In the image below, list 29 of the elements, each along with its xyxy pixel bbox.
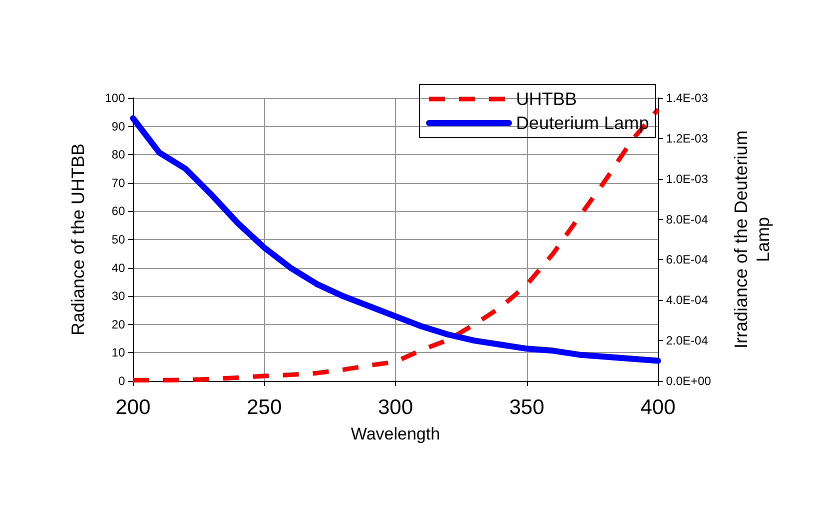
y2-tick-label: 2.0E-04: [666, 334, 708, 348]
y2-tick-label: 8.0E-04: [666, 212, 708, 226]
y-tick-label: 90: [112, 119, 126, 134]
y-axis-title: Radiance of the UHTBB: [68, 143, 88, 336]
x-tick-label: 350: [509, 396, 544, 419]
x-tick-label: 200: [115, 396, 151, 419]
x-tick-label: 250: [246, 396, 282, 419]
x-tick-label: 300: [378, 396, 414, 419]
y2-tick-label: 6.0E-04: [666, 252, 708, 267]
y2-tick-label: 0.0E+00: [666, 374, 712, 388]
y-tick-label: 60: [112, 204, 126, 218]
y-tick-label: 0: [118, 374, 126, 388]
y2-axis-title: Irradiance of the Deuterium Lamp: [731, 130, 773, 349]
y-tick-label: 10: [112, 346, 126, 360]
legend-label: UHTBB: [516, 88, 577, 111]
y-tick-label: 100: [104, 91, 126, 105]
y2-tick-label: 1.2E-03: [666, 131, 708, 146]
x-tick-label: 400: [640, 396, 676, 419]
x-axis-title: Wavelength: [350, 424, 440, 444]
y-tick-label: 80: [112, 148, 126, 162]
y2-tick-label: 4.0E-04: [666, 293, 708, 308]
y-tick-label: 20: [112, 317, 126, 332]
y2-tick-label: 1.4E-03: [666, 91, 708, 105]
y-tick-label: 50: [112, 232, 126, 246]
y2-tick-label: 1.0E-03: [666, 172, 708, 186]
y-tick-label: 70: [112, 176, 126, 190]
legend-label: Deuterium Lamp: [516, 112, 649, 135]
y-tick-label: 40: [112, 260, 126, 275]
y-tick-label: 30: [112, 289, 126, 304]
